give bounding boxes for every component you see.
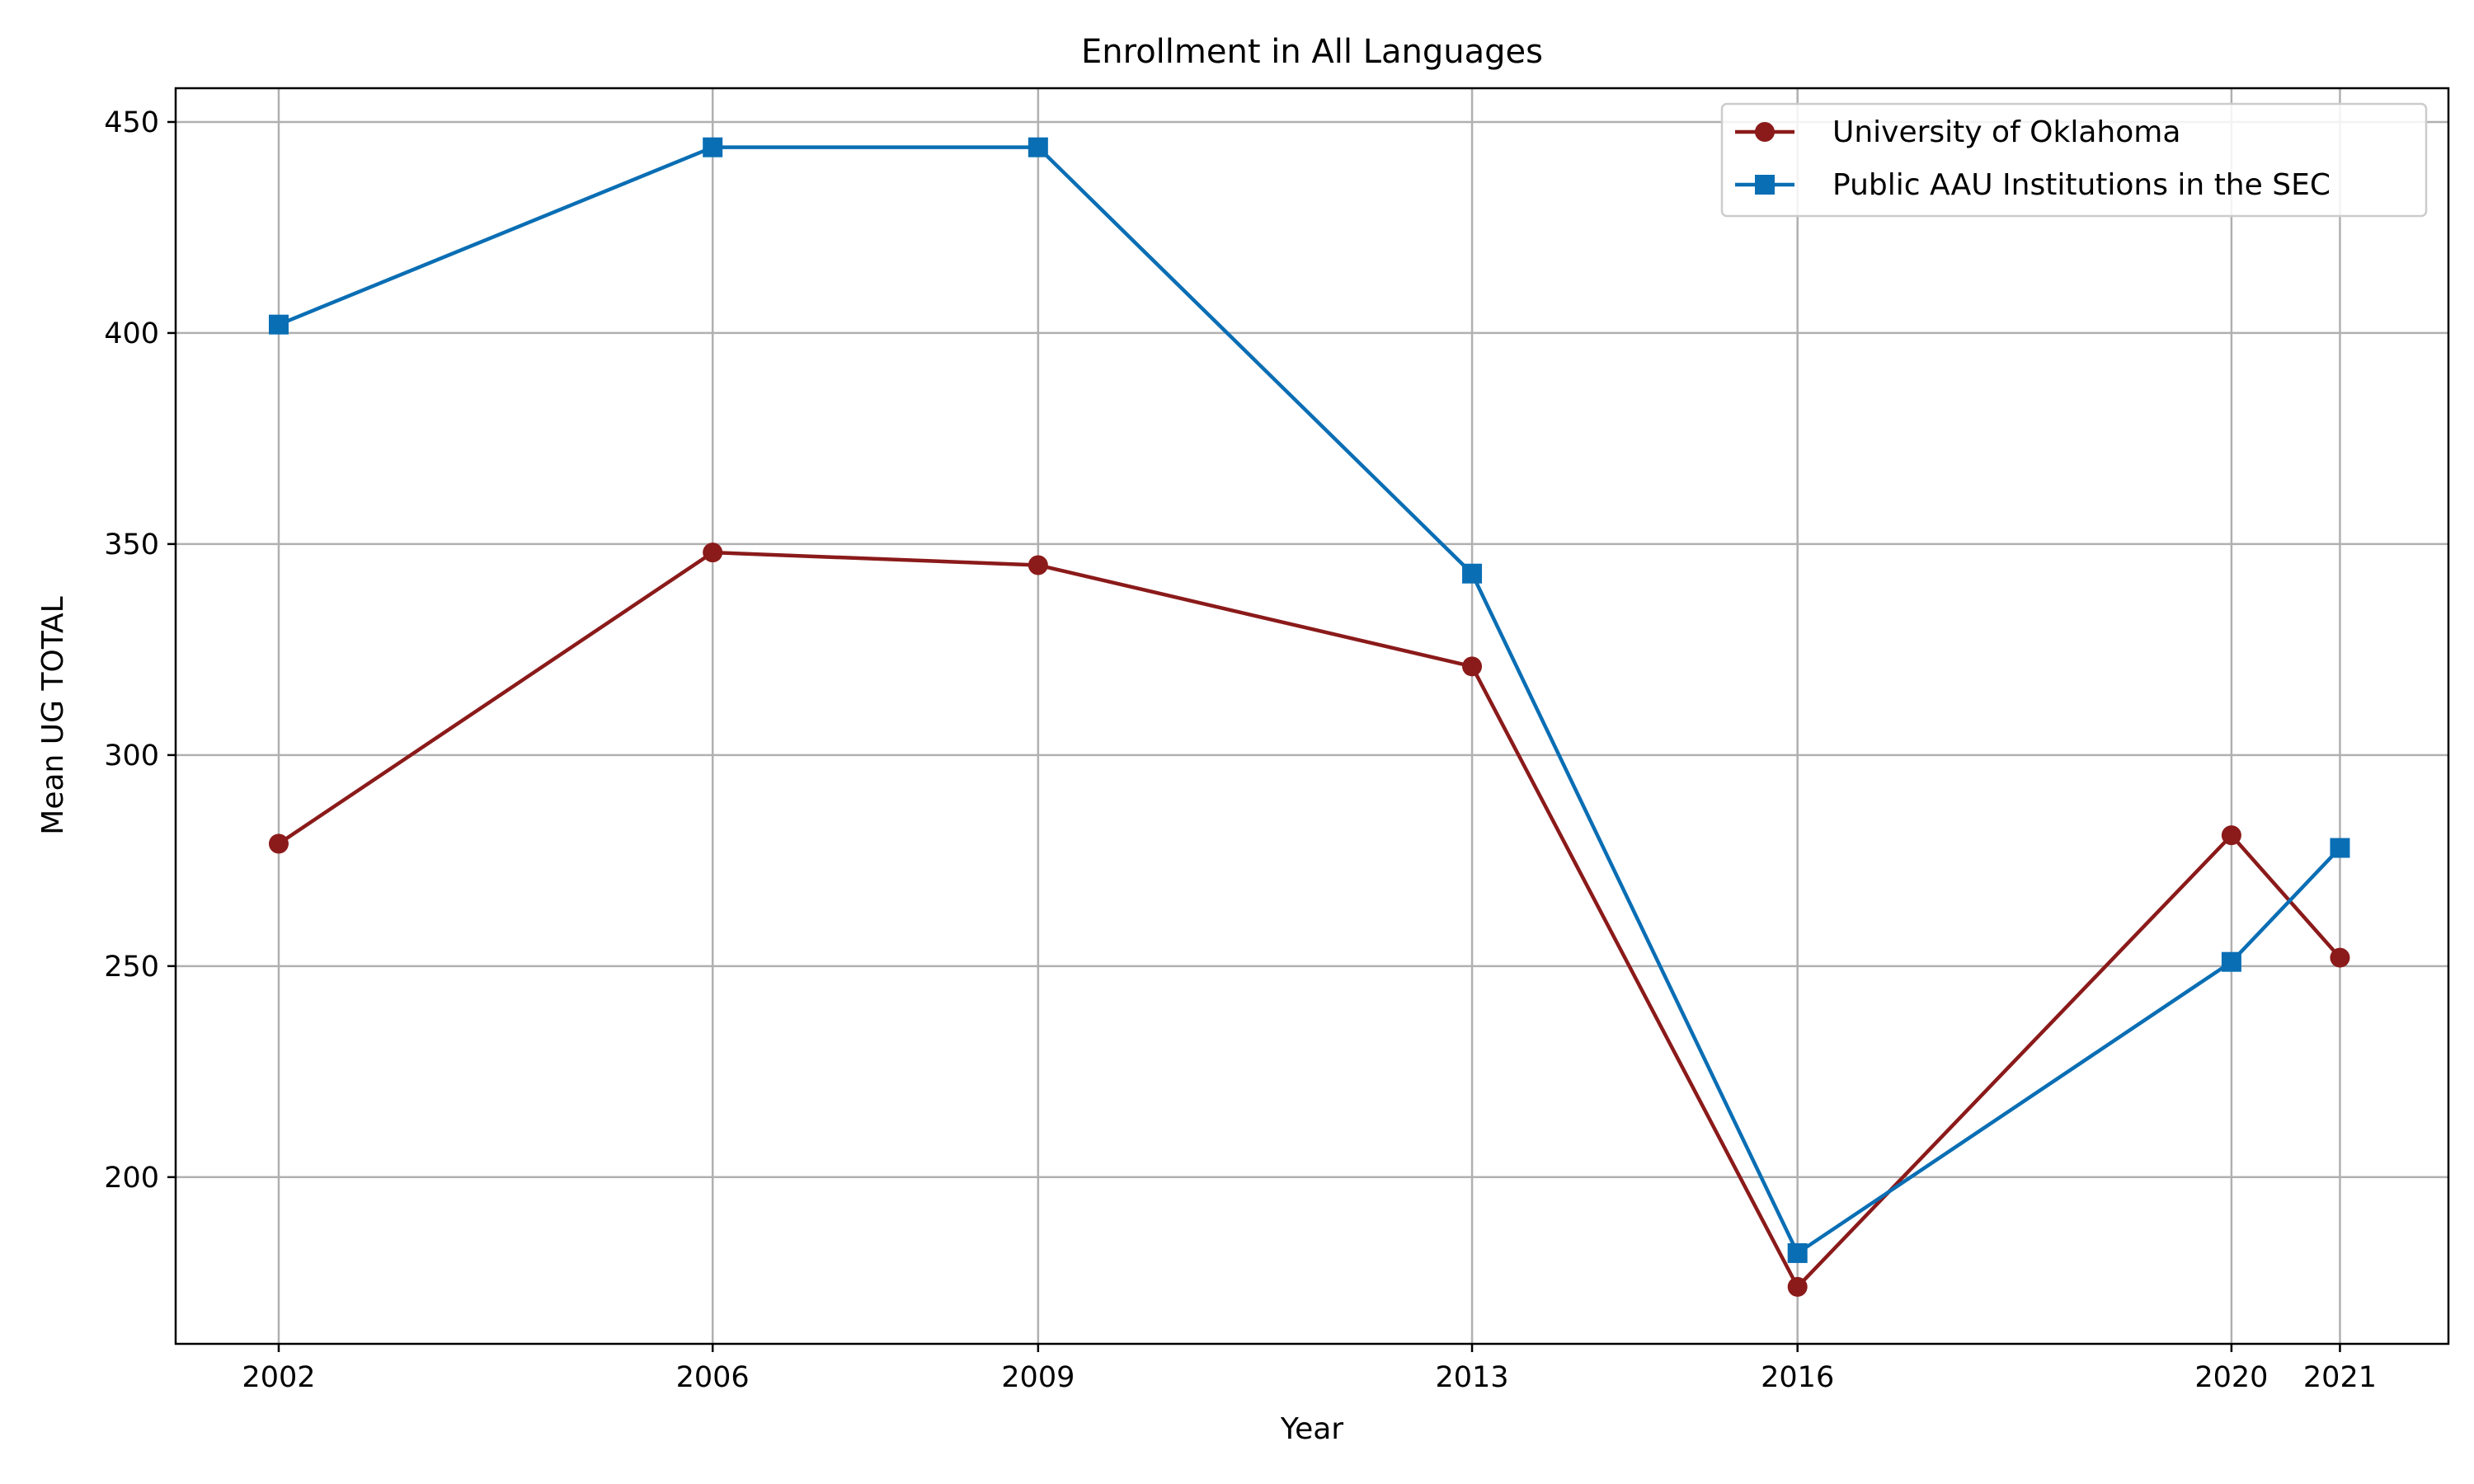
- data-point-sec: [703, 137, 723, 157]
- data-point-oklahoma: [1787, 1276, 1808, 1297]
- data-point-oklahoma: [1028, 555, 1048, 575]
- x-tick-label: 2013: [1435, 1361, 1508, 1394]
- y-tick-label: 250: [104, 951, 159, 984]
- data-point-oklahoma: [703, 542, 723, 563]
- series-layer: [268, 137, 2350, 1297]
- data-point-oklahoma: [2330, 947, 2350, 968]
- data-point-oklahoma: [1462, 656, 1483, 677]
- y-tick-label: 200: [104, 1162, 159, 1195]
- legend-marker-circle: [1755, 122, 1775, 142]
- x-tick-label: 2009: [1001, 1361, 1075, 1394]
- legend-label-oklahoma: University of Oklahoma: [1832, 115, 2180, 149]
- legend-entry-oklahoma: University of Oklahoma: [1735, 115, 2180, 149]
- legend-marker-square: [1755, 175, 1775, 195]
- x-axis-label: Year: [1280, 1412, 1343, 1446]
- data-point-sec: [268, 314, 289, 335]
- series-line-sec: [278, 145, 2342, 1256]
- grid-lines: [176, 88, 2448, 1344]
- x-tick-label: 2006: [676, 1361, 750, 1394]
- chart-title: Enrollment in All Languages: [1081, 33, 1543, 71]
- data-point-sec: [2221, 951, 2241, 972]
- data-point-oklahoma: [268, 834, 289, 854]
- legend-entry-sec: Public AAU Institutions in the SEC: [1735, 168, 2331, 202]
- legend-box: [1720, 102, 2428, 218]
- data-point-sec: [1462, 563, 1483, 584]
- legend: University of Oklahoma Public AAU Instit…: [1720, 102, 2428, 218]
- x-tick-label: 2002: [242, 1361, 315, 1394]
- y-tick-label: 350: [104, 528, 159, 561]
- y-axis-label: Mean UG TOTAL: [36, 596, 70, 834]
- axis-ticks: 2002 2006 2009 2013 2016 2020 2021 200 250 300 350…: [104, 106, 2377, 1394]
- data-point-oklahoma: [2221, 825, 2241, 846]
- plot-frame: [174, 87, 2450, 1345]
- x-tick-label: 2021: [2303, 1361, 2377, 1394]
- data-point-sec: [1028, 137, 1048, 157]
- data-point-sec: [1787, 1242, 1808, 1263]
- y-tick-label: 300: [104, 740, 159, 773]
- x-tick-label: 2016: [1761, 1361, 1834, 1394]
- legend-label-sec: Public AAU Institutions in the SEC: [1832, 168, 2331, 202]
- x-tick-label: 2020: [2194, 1361, 2268, 1394]
- y-tick-label: 450: [104, 106, 159, 139]
- data-point-sec: [2330, 838, 2350, 858]
- y-tick-label: 400: [104, 317, 159, 350]
